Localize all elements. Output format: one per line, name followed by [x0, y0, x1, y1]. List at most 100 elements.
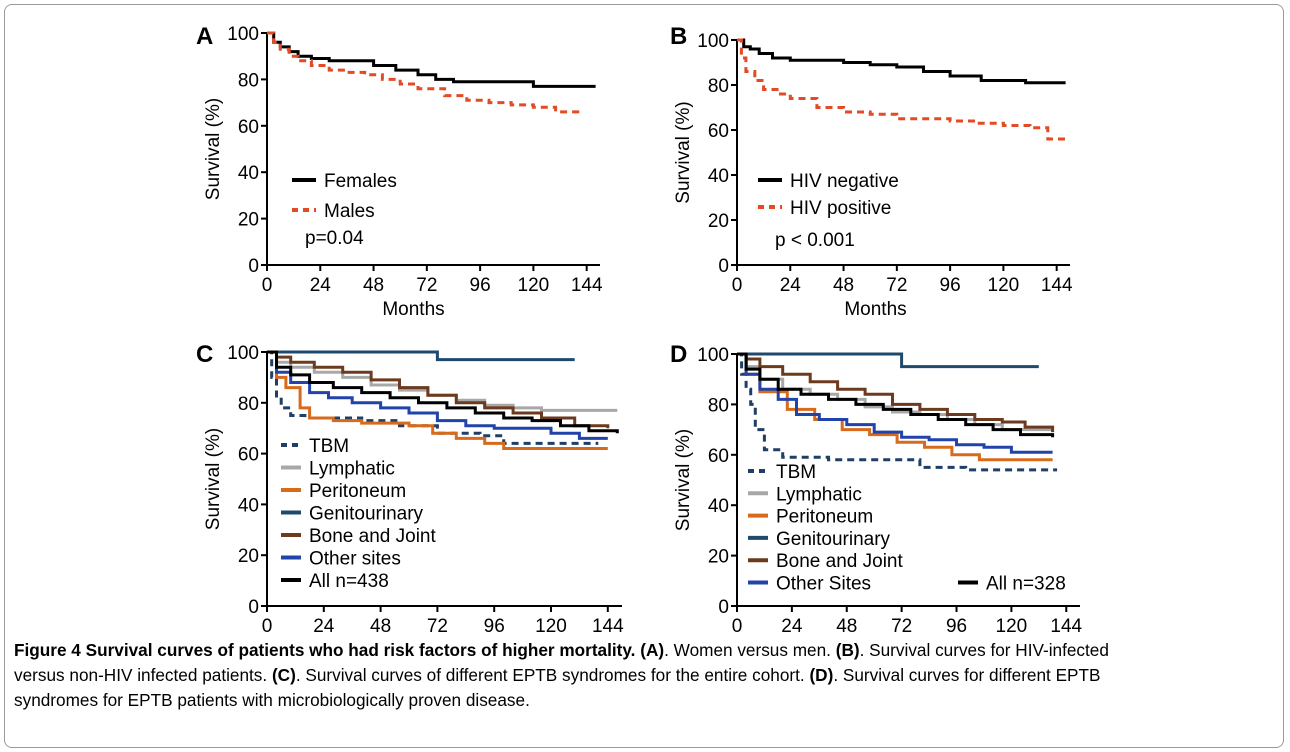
legend-label: Peritoneum [776, 507, 873, 528]
series-line-genitourinary [737, 352, 1039, 369]
y-tick-label: 0 [718, 256, 729, 277]
y-tick-label: 20 [238, 210, 259, 231]
legend-label: Bone and Joint [776, 551, 903, 572]
x-tick-label: 0 [732, 616, 743, 636]
figure-frame [4, 4, 1284, 748]
series-line-other-sites [267, 350, 608, 440]
legend-label: Males [324, 201, 375, 222]
panel-letter: A [196, 23, 213, 50]
panel-letter: C [196, 341, 213, 368]
panel-letter: D [670, 341, 687, 368]
y-tick-label: 100 [227, 343, 259, 364]
x-tick-label: 0 [732, 275, 743, 296]
series-line-bone-and-joint [737, 352, 1055, 433]
figure-canvas: A 0 20 40 60 80 100 0 24 48 72 96 120 144 Months Surviv… [196, 23, 1083, 636]
y-tick-label: 40 [708, 166, 729, 187]
series-line-peritoneum [737, 352, 1053, 462]
chart-panel-c: C020406080100024487296120144MonthsSurviv… [196, 341, 624, 636]
series-line-peritoneum [267, 350, 608, 450]
p-value-annotation: p < 0.001 [775, 230, 855, 251]
caption-title: Figure 4 Survival curves of patients who… [14, 640, 636, 660]
y-tick-label: 60 [708, 446, 729, 467]
series-line-all-n-438 [267, 350, 619, 434]
y-axis-title: Survival (%) [673, 101, 694, 203]
x-axis-title: Months [844, 299, 906, 320]
x-tick-label: 24 [313, 616, 335, 636]
chart-panel-d: D020406080100024487296120144MonthsSurviv… [670, 341, 1083, 636]
y-tick-label: 80 [708, 76, 729, 97]
legend-label: Peritoneum [309, 481, 406, 502]
panel-letter: B [670, 23, 687, 50]
x-tick-label: 72 [427, 616, 448, 636]
y-tick-label: 60 [238, 445, 259, 466]
chart-panel-a: A 0 20 40 60 80 100 0 24 48 72 96 120 144 Months Surviv… [196, 23, 603, 320]
x-tick-label: 48 [836, 616, 857, 636]
y-tick-label: 20 [708, 211, 729, 232]
y-axis-title: Survival (%) [203, 428, 224, 530]
caption-text-d-1: . Survival curves for different EPTB [833, 665, 1101, 685]
x-tick-label: 24 [780, 275, 802, 296]
y-tick-label: 80 [238, 70, 259, 91]
legend-label: TBM [309, 436, 349, 457]
x-tick-label: 96 [946, 616, 967, 636]
y-tick-label: 100 [227, 24, 259, 45]
x-tick-label: 144 [592, 616, 624, 636]
caption-line-1: Figure 4 Survival curves of patients who… [14, 638, 1276, 663]
legend-label: Lymphatic [776, 484, 862, 505]
x-tick-label: 96 [484, 616, 505, 636]
legend-label: Lymphatic [309, 459, 395, 480]
y-tick-label: 80 [708, 395, 729, 416]
caption-tag-a: (A) [640, 640, 665, 660]
caption-text-d-2: syndromes for EPTB patients with microbi… [14, 690, 530, 710]
series-line-males [267, 31, 580, 117]
x-tick-label: 0 [262, 616, 273, 636]
y-tick-label: 60 [238, 117, 259, 138]
legend-label: HIV negative [790, 171, 899, 192]
series-line-genitourinary [267, 350, 575, 362]
legend-label: All n=438 [309, 571, 389, 592]
x-tick-label: 24 [781, 616, 803, 636]
x-tick-label: 120 [988, 275, 1020, 296]
x-tick-label: 48 [833, 275, 854, 296]
x-tick-label: 0 [262, 275, 273, 296]
legend-label: Other Sites [776, 574, 871, 595]
figure-caption: Figure 4 Survival curves of patients who… [14, 638, 1276, 713]
y-tick-label: 0 [248, 597, 259, 618]
caption-line-3: syndromes for EPTB patients with microbi… [14, 688, 1276, 713]
chart-panel-b: B 0 20 40 60 80 100 0 24 48 72 96 120 144 Months Surviv… [670, 23, 1073, 320]
series-line-hiv-positive [737, 38, 1066, 141]
x-tick-label: 120 [996, 616, 1028, 636]
series-line-hiv-negative [737, 38, 1066, 85]
legend-label: TBM [776, 462, 816, 483]
caption-text-b-2: versus non-HIV infected patients. [14, 665, 272, 685]
y-tick-label: 100 [697, 31, 729, 52]
y-tick-label: 40 [238, 163, 259, 184]
caption-text-c: . Survival curves of different EPTB synd… [295, 665, 810, 685]
y-tick-label: 60 [708, 121, 729, 142]
x-tick-label: 144 [1050, 616, 1082, 636]
legend-label: All n=328 [986, 574, 1066, 595]
x-tick-label: 72 [886, 275, 907, 296]
legend-label: Genitourinary [776, 529, 891, 550]
caption-text-b-1: . Survival curves for HIV-infected [859, 640, 1109, 660]
series-line-bone-and-joint [267, 350, 610, 429]
series-line-other-sites [737, 352, 1053, 454]
x-tick-label: 48 [363, 275, 384, 296]
caption-tag-b: (B) [835, 640, 860, 660]
x-tick-label: 144 [1041, 275, 1073, 296]
y-axis-title: Survival (%) [203, 98, 224, 200]
x-tick-label: 72 [416, 275, 437, 296]
y-tick-label: 40 [238, 495, 259, 516]
y-tick-label: 20 [708, 547, 729, 568]
legend-label: Other sites [309, 549, 401, 570]
caption-tag-c: (C) [271, 665, 296, 685]
legend-label: Bone and Joint [309, 526, 436, 547]
caption-line-2: versus non-HIV infected patients. (C). S… [14, 663, 1276, 688]
y-tick-label: 20 [238, 546, 259, 567]
series-line-all-n-328 [737, 352, 1055, 438]
caption-text-a: . Women versus men. [664, 640, 836, 660]
x-tick-label: 96 [470, 275, 491, 296]
y-tick-label: 80 [238, 394, 259, 415]
legend-label: Females [324, 171, 397, 192]
x-tick-label: 144 [571, 275, 603, 296]
